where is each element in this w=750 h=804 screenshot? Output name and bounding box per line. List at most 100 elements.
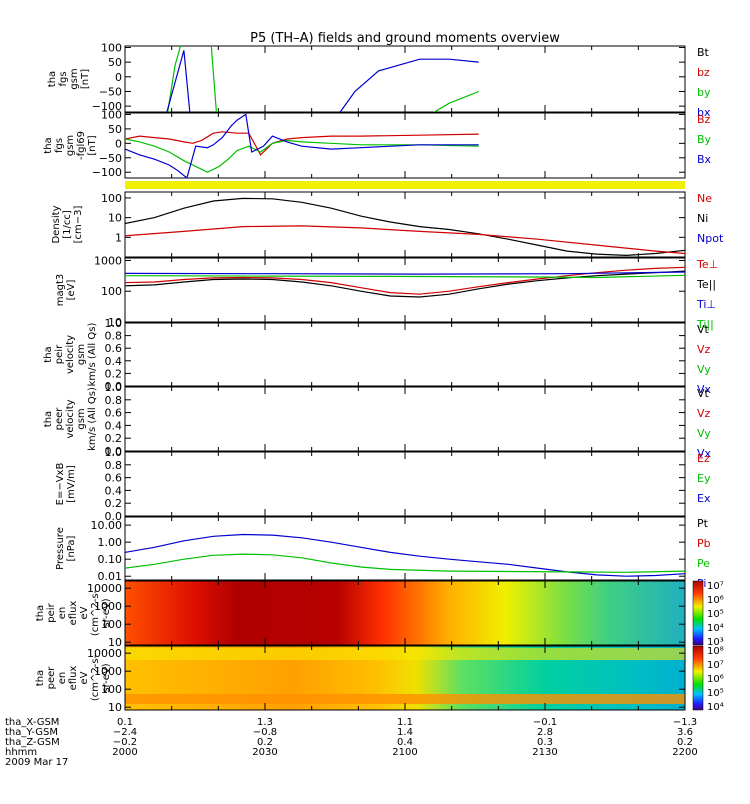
x-axis-tick-x: −1.3 [673, 717, 697, 728]
y-axis-label: eV [79, 671, 90, 684]
x-axis-tick-time: 2030 [252, 747, 277, 758]
legend-entry-fgs: by [697, 86, 711, 99]
y-tick-label: 10 [108, 701, 122, 714]
espec-colorbar: 10⁸ 10⁷ 10⁶ 10⁵ 10⁴ [692, 645, 724, 713]
fgs-series [166, 46, 479, 112]
series-line-dens [125, 197, 685, 257]
y-axis-label: fgs [58, 71, 69, 86]
x-axis-tick-z: −0.2 [113, 737, 137, 748]
panel-frame [124, 257, 686, 323]
y-tick-label: 50 [108, 123, 122, 136]
y-axis-label: -fgl69 [76, 131, 87, 160]
y-tick-label: 100 [101, 683, 122, 696]
y-tick-label: 0.10 [98, 553, 123, 566]
legend-entry-temp: Te⊥ [696, 258, 718, 271]
y-tick-label: 0.8 [105, 394, 123, 407]
panel-frame [124, 386, 686, 452]
y-axis-label: km/s (All Qs) [87, 387, 98, 451]
y-axis-label: peer [46, 666, 57, 690]
y-tick-label: 0 [115, 71, 122, 84]
y-tick-label: 1 [115, 231, 122, 244]
x-axis-tick-x: 0.1 [117, 717, 133, 728]
y-axis-label: (cm^2-s- [90, 589, 101, 636]
y-tick-label: 100 [101, 618, 122, 631]
y-tick-label: 0.01 [98, 570, 123, 583]
series-line-press [125, 553, 685, 573]
y-tick-label: 0.8 [105, 459, 123, 472]
y-tick-label: 10.00 [91, 519, 123, 532]
x-axis-tick-y: −0.8 [253, 727, 277, 738]
y-tick-label: 100 [101, 192, 122, 205]
y-axis-label: gsm [65, 135, 76, 156]
colorbar-tick-label: 10⁷ [707, 660, 724, 671]
legend-entry-efield: Ey [697, 472, 711, 485]
legend-entry-peir: Vt [697, 323, 710, 336]
legend-entry-fgl: Bx [697, 153, 712, 166]
y-axis-label: peir [54, 344, 65, 364]
x-axis-tick-y: 3.6 [677, 727, 693, 738]
colorbar-tick-label: 10⁶ [707, 674, 724, 685]
espec-low-energy-band [125, 694, 685, 704]
legend-entry-peir: Vx [697, 383, 712, 396]
x-axis-tick-y: −2.4 [113, 727, 137, 738]
legend-entry-peer: Vz [697, 407, 711, 420]
legend-entry-dens: Ni [697, 212, 708, 225]
legend-entry-temp: Ti⊥ [696, 298, 716, 311]
panel-temp: Te⊥ Te|| Ti⊥ Ti|| 1000 100 10 magt3 [eV] [55, 254, 718, 331]
y-axis-label: [nT] [87, 135, 98, 155]
x-axis-tick-z: 0.3 [537, 737, 553, 748]
x-axis-tick-z: 0.2 [677, 737, 693, 748]
y-axis-label: tha [43, 137, 54, 153]
series-line-temp [125, 274, 685, 279]
legend-entry-dens: Npot [697, 232, 724, 245]
y-tick-label: 0.0 [105, 380, 123, 393]
y-tick-label: 0.0 [105, 510, 123, 523]
panel-frame [124, 322, 686, 387]
y-tick-label: −100 [92, 100, 122, 113]
y-tick-label: 1000 [94, 600, 122, 613]
legend-entry-fgl: Bz [697, 113, 711, 126]
colorbar-tick-label: 10⁷ [707, 581, 724, 592]
y-tick-label: 1.0 [105, 317, 123, 330]
y-axis-label: E=−VxB [55, 463, 66, 506]
y-axis-label: (cm^2-s- [90, 654, 101, 701]
legend-entry-press: Pe [697, 557, 710, 570]
y-axis-label: tha [43, 346, 54, 362]
y-axis-label: tha [47, 71, 58, 87]
legend-entry-temp: Ti|| [696, 318, 714, 331]
y-axis-label: gsm [76, 408, 87, 429]
x-axis-tick-time: 2100 [392, 747, 417, 758]
series-line-fgs [166, 50, 479, 112]
y-tick-label: −100 [92, 166, 122, 179]
x-axis-tick-x: 1.1 [397, 717, 413, 728]
y-tick-label: 1000 [94, 254, 122, 267]
y-tick-label: 0.6 [105, 407, 123, 420]
y-axis-label: velocity [65, 335, 76, 374]
colorbar-tick-label: 10⁴ [707, 623, 724, 634]
series-line-press [125, 533, 685, 577]
colorbar-tick-label: 10⁸ [707, 646, 724, 657]
y-tick-label: 100 [101, 41, 122, 54]
y-axis-label: [cm−3] [73, 206, 84, 244]
y-axis-label: sr-eV) [101, 598, 112, 627]
colorbar-strip [692, 645, 704, 711]
series-line-temp [125, 271, 685, 275]
legend-entry-peer: Vx [697, 447, 712, 460]
x-axis-row-label: 2009 Mar 17 [5, 757, 68, 768]
y-tick-label: −50 [99, 85, 122, 98]
y-axis-label: [nPa] [66, 535, 77, 561]
y-tick-label: 10000 [87, 647, 122, 660]
x-axis-tick-time: 2000 [112, 747, 137, 758]
legend-entry-fgl: By [697, 133, 712, 146]
panel-frame [124, 516, 686, 581]
series-line-temp [125, 266, 685, 295]
y-axis-label: en [57, 672, 68, 685]
y-axis-label: velocity [65, 399, 76, 438]
x-axis-row-label: tha_X-GSM [5, 717, 59, 728]
y-tick-label: 0 [115, 137, 122, 150]
y-axis-label: tha [35, 670, 46, 686]
chart-title: P5 (TH–A) fields and ground moments over… [250, 31, 560, 46]
panel-espec: 10⁸ 10⁷ 10⁶ 10⁵ 10⁴ 10000 1000 100 10 tha peer en ef… [35, 645, 724, 714]
